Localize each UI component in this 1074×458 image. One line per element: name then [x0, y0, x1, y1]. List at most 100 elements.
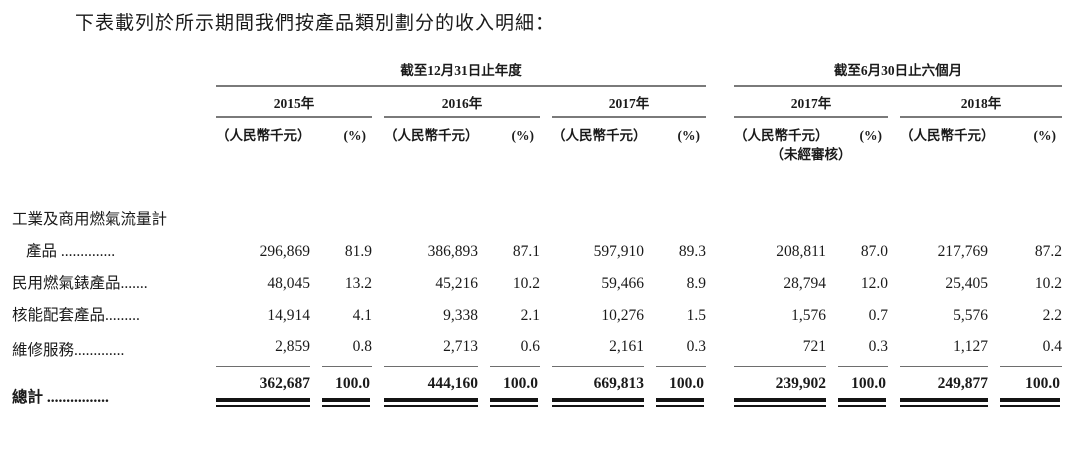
cell-pct: 4.1 — [352, 306, 372, 324]
cell-pct: 87.0 — [860, 242, 888, 260]
unaudited-note-row: （未經審核） — [12, 144, 1062, 163]
row-label: 維修服務............. — [12, 342, 125, 360]
cell-pct: 0.8 — [322, 331, 372, 368]
unit-label-rmb: （人民幣千元） — [384, 128, 478, 144]
cell-pct: 1.5 — [686, 306, 706, 324]
cell-pct: 87.2 — [1034, 242, 1062, 260]
cell-pct: 10.2 — [512, 274, 540, 292]
cell-pct: 0.3 — [838, 331, 888, 368]
group-gap — [718, 236, 722, 268]
year-header-2015: 2015年 — [216, 87, 372, 119]
unit-label-rmb: （人民幣千元） — [216, 128, 310, 144]
cell-value: 1,576 — [791, 306, 826, 324]
group-gap — [718, 45, 722, 87]
cell-value: 1,127 — [900, 331, 988, 368]
table-row-repair-services: 維修服務............. 2,859 0.8 2,713 0.6 2,… — [12, 331, 1062, 368]
total-pct: 100.0 — [656, 367, 706, 407]
total-value: 362,687 — [216, 367, 310, 407]
prospectus-page: 下表載列於所示期間我們按產品類別劃分的收入明細： 截至12月31日止年度 截至6… — [0, 8, 1074, 458]
cell-value: 2,713 — [384, 331, 478, 368]
cell-value: 217,769 — [937, 242, 988, 260]
cell-pct: 0.7 — [868, 306, 888, 324]
year-header-row: 2015年 2016年 2017年 2017年 2018年 — [12, 87, 1062, 119]
table-row-civil-gas-meters: 民用燃氣錶產品....... 48,045 13.2 45,216 10.2 5… — [12, 268, 1062, 300]
double-rule — [1000, 397, 1060, 407]
group-gap — [718, 118, 722, 144]
double-rule — [216, 397, 310, 407]
row-label: 工業及商用燃氣流量計 — [12, 211, 168, 229]
row-label: 產品 .............. — [26, 242, 116, 260]
double-rule — [838, 397, 886, 407]
spacer-row — [12, 162, 1062, 204]
cell-pct: 81.9 — [344, 242, 372, 260]
group-gap — [718, 300, 722, 332]
cell-pct: 89.3 — [678, 242, 706, 260]
total-pct: 100.0 — [490, 367, 540, 407]
cell-value: 28,794 — [783, 274, 826, 292]
cell-value: 14,914 — [267, 306, 310, 324]
revenue-by-product-table: 截至12月31日止年度 截至6月30日止六個月 2015年 2016年 2017… — [0, 45, 1074, 407]
table-row-industrial-commercial-gas-flow-meters: 工業及商用燃氣流量計 — [12, 204, 1062, 236]
group-gap — [718, 367, 722, 407]
cell-value: 45,216 — [435, 274, 478, 292]
col-group-six-months-ended-jun30: 截至6月30日止六個月 — [734, 45, 1062, 87]
cell-value: 59,466 — [601, 274, 644, 292]
cell-pct: 87.1 — [512, 242, 540, 260]
table-row-nuclear-support-products: 核能配套產品......... 14,914 4.1 9,338 2.1 10,… — [12, 300, 1062, 332]
cell-pct: 8.9 — [686, 274, 706, 292]
double-rule — [734, 397, 826, 407]
unit-label-pct: (%) — [677, 128, 701, 144]
unit-label-pct: (%) — [343, 128, 367, 144]
total-value: 249,877 — [900, 367, 988, 407]
year-header-2016: 2016年 — [384, 87, 540, 119]
total-value: 239,902 — [734, 367, 826, 407]
cell-value: 10,276 — [601, 306, 644, 324]
cell-pct: 0.4 — [1000, 331, 1062, 368]
total-value: 444,160 — [384, 367, 478, 407]
total-pct: 100.0 — [322, 367, 372, 407]
cell-pct: 2.1 — [520, 306, 540, 324]
double-rule — [900, 397, 988, 407]
cell-value: 5,576 — [953, 306, 988, 324]
total-pct: 100.0 — [1000, 367, 1062, 407]
cell-value: 9,338 — [443, 306, 478, 324]
group-gap — [718, 144, 722, 163]
cell-value: 296,869 — [259, 242, 310, 260]
total-value: 669,813 — [552, 367, 644, 407]
unit-label-pct: (%) — [511, 128, 535, 144]
double-rule — [656, 397, 704, 407]
double-rule — [384, 397, 478, 407]
group-gap — [718, 87, 722, 119]
col-group-year-ended-dec31: 截至12月31日止年度 — [216, 45, 706, 87]
cell-value: 721 — [734, 331, 826, 368]
table-row-products: 產品 .............. 296,869 81.9 386,893 8… — [12, 236, 1062, 268]
year-header-2017-interim: 2017年 — [734, 87, 888, 119]
year-header-2017: 2017年 — [552, 87, 706, 119]
unaudited-note: （未經審核） — [770, 146, 852, 162]
cell-value: 25,405 — [945, 274, 988, 292]
cell-pct: 0.6 — [490, 331, 540, 368]
unit-label-rmb: （人民幣千元） — [552, 128, 644, 144]
cell-pct: 0.3 — [656, 331, 706, 368]
cell-value: 2,859 — [216, 331, 310, 368]
row-label: 核能配套產品......... — [12, 306, 140, 324]
cell-pct: 10.2 — [1034, 274, 1062, 292]
double-rule — [490, 397, 538, 407]
cell-value: 48,045 — [267, 274, 310, 292]
unit-label-rmb: （人民幣千元） — [900, 128, 988, 144]
group-gap — [718, 268, 722, 300]
unit-label-pct: (%) — [859, 128, 883, 144]
double-rule — [552, 397, 644, 407]
row-label: 民用燃氣錶產品....... — [12, 274, 148, 292]
group-gap — [718, 331, 722, 367]
unit-label-rmb: （人民幣千元） — [734, 128, 826, 144]
total-pct: 100.0 — [838, 367, 888, 407]
cell-pct: 13.2 — [344, 274, 372, 292]
table-caption: 下表載列於所示期間我們按產品類別劃分的收入明細： — [75, 13, 556, 34]
unit-header-row: （人民幣千元） (%) （人民幣千元） (%) （人民幣千元） (%) （人民幣… — [12, 118, 1062, 144]
cell-value: 386,893 — [427, 242, 478, 260]
cell-value: 597,910 — [593, 242, 644, 260]
cell-value: 208,811 — [776, 242, 826, 260]
cell-value: 2,161 — [552, 331, 644, 368]
unit-label-pct: (%) — [1033, 128, 1057, 144]
